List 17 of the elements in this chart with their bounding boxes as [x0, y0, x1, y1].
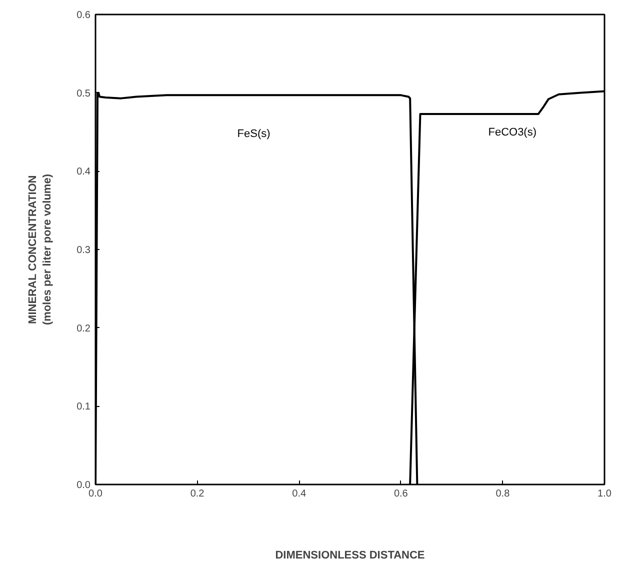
x-tick-label: 0.0 [88, 488, 103, 500]
y-tick-label: 0.6 [76, 10, 91, 21]
y-tick-label: 0.0 [76, 480, 91, 491]
x-tick-label: 0.6 [394, 488, 408, 500]
y-tick-label: 0.1 [76, 402, 91, 413]
y-tick-label: 0.5 [76, 88, 91, 100]
y-axis-title: MINERAL CONCENTRATION (moles per liter pore volume) [27, 174, 54, 325]
series-label: FeCO3(s) [488, 126, 537, 138]
text: FeS(s) [237, 128, 270, 140]
y-tick-label: 0.3 [76, 245, 91, 256]
x-axis-title: DIMENSIONLESS DISTANCE [275, 550, 425, 562]
x-tick-label: 1.0 [598, 488, 612, 500]
x-tick-label: 0.4 [292, 488, 306, 500]
y-tick-label: 0.4 [76, 166, 91, 178]
x-tick-label: 0.2 [190, 488, 205, 500]
x-tick-label: 0.8 [496, 488, 510, 500]
y-tick-label: 0.2 [76, 323, 91, 334]
